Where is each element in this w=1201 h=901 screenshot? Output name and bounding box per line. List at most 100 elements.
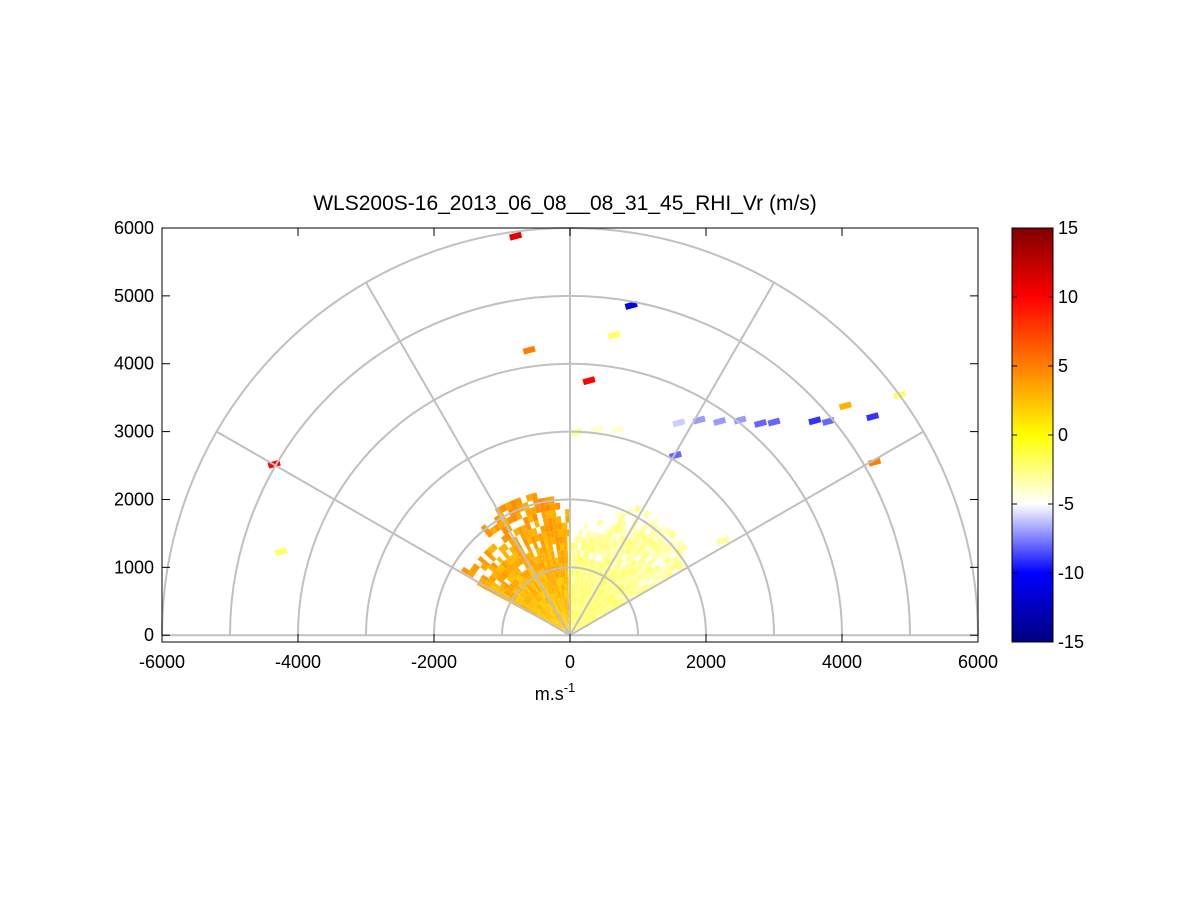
data-bin: [561, 628, 567, 633]
data-bin: [545, 531, 552, 539]
data-bin: [534, 579, 541, 587]
data-bin: [576, 612, 580, 619]
data-bin: [588, 580, 593, 588]
data-bin: [603, 557, 609, 566]
data-layer: [267, 231, 907, 634]
data-bin: [601, 534, 607, 543]
data-bin: [538, 585, 544, 592]
data-point: [611, 425, 625, 435]
data-bin: [472, 563, 481, 571]
data-bin: [537, 603, 544, 609]
data-bin: [601, 609, 608, 615]
data-bin: [557, 599, 561, 606]
data-bin: [624, 554, 632, 563]
data-bin: [605, 602, 612, 609]
x-tick-label: 6000: [958, 652, 998, 672]
data-bin: [528, 602, 536, 609]
data-bin: [600, 563, 606, 572]
data-bin: [492, 582, 500, 589]
y-tick-labels: 0 1000 2000 3000 4000 5000 6000: [114, 218, 154, 645]
data-bin: [503, 568, 511, 576]
data-bin: [572, 627, 578, 633]
data-bin: [525, 522, 532, 531]
data-bin: [591, 553, 597, 561]
data-bin: [533, 520, 540, 528]
data-bin: [563, 549, 567, 557]
data-bin: [634, 574, 643, 582]
data-point: [838, 401, 852, 411]
data-bin: [642, 586, 651, 593]
y-tick-label: 5000: [114, 286, 154, 306]
data-point: [733, 415, 747, 425]
data-bin: [525, 493, 533, 502]
colorbar: [1011, 227, 1054, 643]
data-bin: [590, 531, 596, 539]
grid-spoke: [216, 430, 571, 637]
data-bin: [570, 610, 573, 618]
data-bin: [668, 563, 677, 572]
data-bin: [630, 569, 638, 577]
data-bin: [644, 576, 652, 584]
data-bin: [612, 546, 619, 555]
data-bin: [585, 586, 590, 594]
data-bin: [570, 556, 574, 564]
data-bin: [558, 591, 562, 599]
data-bin: [577, 623, 584, 629]
x-axis-label-sup: -1: [564, 680, 576, 695]
data-bin: [573, 597, 577, 605]
data-bin: [522, 570, 529, 579]
data-bin: [552, 571, 557, 579]
data-bin: [578, 598, 582, 606]
data-bin: [580, 615, 586, 622]
data-bin: [563, 556, 568, 564]
data-bin: [604, 592, 612, 599]
data-bin: [660, 564, 669, 572]
colorbar-tick-label: 15: [1058, 218, 1078, 238]
data-bin: [580, 599, 585, 607]
data-bin: [564, 590, 568, 598]
data-bin: [505, 566, 513, 574]
data-bin: [557, 622, 563, 628]
data-bin: [554, 536, 560, 544]
data-bin: [657, 571, 666, 579]
data-bin: [627, 567, 635, 575]
data-bin: [547, 573, 553, 581]
data-bin: [608, 545, 616, 553]
data-bin: [502, 592, 510, 599]
axis-ticks: [161, 227, 979, 642]
data-bin: [562, 618, 566, 626]
data-bin: [554, 557, 559, 565]
data-bin: [532, 609, 539, 615]
data-bin: [508, 546, 516, 555]
data-bin: [571, 597, 574, 605]
data-bin: [573, 618, 577, 625]
data-bin: [595, 540, 601, 548]
data-bin: [593, 532, 600, 540]
data-bin: [515, 550, 523, 558]
data-bin: [554, 592, 559, 600]
data-bin: [480, 563, 488, 572]
data-bin: [551, 537, 556, 545]
data-bin: [612, 602, 620, 608]
data-point: [509, 231, 523, 241]
data-bin: [614, 510, 622, 519]
data-bin: [629, 590, 637, 597]
data-bin: [560, 612, 564, 619]
data-bin: [597, 533, 604, 542]
data-bin: [528, 551, 535, 559]
data-bin: [584, 609, 590, 616]
data-bin: [605, 543, 612, 552]
data-bin: [592, 539, 598, 547]
data-bin: [616, 565, 623, 574]
data-bin: [542, 518, 549, 526]
data-bin: [566, 590, 569, 598]
data-bin: [592, 608, 598, 614]
data-bin: [469, 566, 478, 575]
data-bin: [516, 595, 524, 602]
data-bin: [486, 546, 495, 555]
data-bin: [555, 624, 562, 629]
data-point: [767, 417, 781, 427]
data-bin: [584, 593, 589, 601]
data-bin: [612, 571, 619, 579]
